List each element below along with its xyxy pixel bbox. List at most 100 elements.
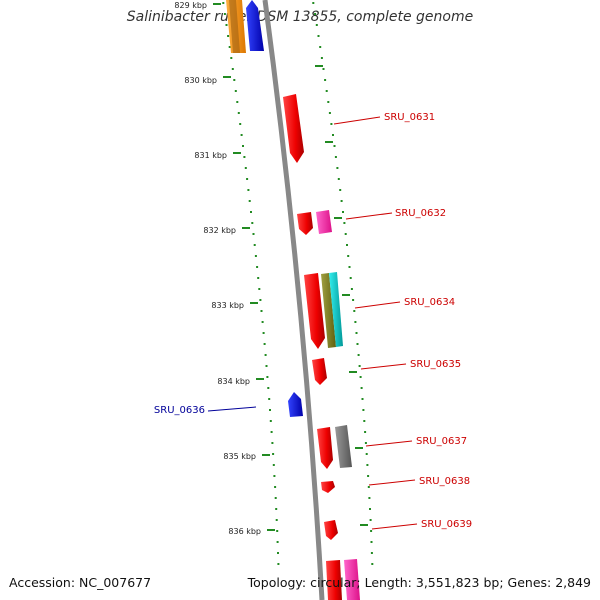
scale-dot	[330, 123, 333, 125]
scale-dot	[359, 376, 362, 378]
gene-label[interactable]: SRU_0638	[419, 476, 470, 487]
genome-backbone	[262, 0, 325, 600]
gene-feature-sru-0631[interactable]	[283, 94, 304, 163]
scale-dot	[344, 233, 347, 235]
scale-dot	[369, 508, 371, 510]
scale-dot	[270, 431, 273, 433]
gene-feature-sru-0636[interactable]	[288, 392, 303, 417]
gene-label[interactable]: SRU_0632	[395, 208, 446, 219]
scale-dot	[364, 431, 367, 433]
scale-dot	[343, 222, 346, 224]
scale-dot	[365, 453, 368, 455]
gene-label[interactable]: SRU_0637	[416, 436, 467, 447]
scale-tick: 835 kbp	[223, 452, 270, 461]
scale-dot	[276, 530, 279, 532]
scale-dot	[324, 79, 327, 81]
scale-dot	[350, 288, 353, 290]
scale-dot	[246, 178, 249, 180]
scale-dot	[275, 519, 278, 521]
scale-dot	[233, 79, 236, 81]
scale-dot	[356, 343, 359, 345]
gene-label[interactable]: SRU_0636	[154, 405, 205, 416]
scale-tick: 834 kbp	[217, 377, 264, 386]
scale-dot	[256, 266, 259, 268]
scale-dot	[240, 134, 243, 136]
scale-dot	[360, 387, 363, 389]
scale-dot	[315, 24, 318, 26]
scale-dot	[265, 365, 268, 367]
scale-dot	[227, 35, 230, 37]
scale-dot	[369, 519, 372, 521]
scale-tick: 829 kbp	[174, 1, 221, 10]
scale-dot	[257, 277, 260, 279]
scale-ticks: 829 kbp 830 kbp 831 kbp 832 kbp 833 kbp …	[174, 1, 275, 536]
scale-dot	[319, 46, 322, 48]
gene-feature[interactable]	[344, 559, 360, 600]
scale-dot	[234, 90, 237, 92]
gene-feature[interactable]	[246, 0, 264, 51]
gene-feature-sru-0639[interactable]	[324, 520, 338, 540]
gene-feature[interactable]	[316, 210, 332, 234]
scale-dot	[274, 497, 277, 499]
scale-dot	[354, 321, 357, 323]
scale-dot	[276, 541, 279, 543]
gene-features	[226, 0, 360, 600]
scale-dot	[361, 398, 364, 400]
scale-dot	[250, 211, 252, 213]
scale-dot	[273, 475, 276, 477]
scale-dot	[366, 464, 369, 466]
scale-dot	[346, 244, 348, 246]
gene-feature[interactable]	[229, 0, 240, 53]
scale-dot	[266, 376, 269, 378]
scale-dot	[269, 420, 272, 422]
scale-dot	[332, 134, 334, 136]
scale-tick-label: 833 kbp	[211, 301, 244, 310]
scale-tick-label: 831 kbp	[194, 151, 227, 160]
scale-dot	[362, 409, 365, 411]
scale-dot	[264, 354, 267, 356]
gene-feature-sru-0632[interactable]	[297, 212, 313, 235]
scale-dot	[358, 365, 361, 367]
gene-feature-sru-0634[interactable]	[304, 273, 325, 349]
scale-dot	[348, 266, 351, 268]
scale-dot	[317, 35, 320, 37]
scale-dot	[355, 332, 358, 334]
gene-feature[interactable]	[329, 272, 343, 347]
scale-dot	[349, 277, 352, 279]
scale-tick: 836 kbp	[228, 527, 275, 536]
scale-dot	[272, 453, 275, 455]
scale-tick: 832 kbp	[203, 226, 250, 235]
gene-feature-sru-0637[interactable]	[317, 427, 333, 469]
scale-dot	[325, 90, 328, 92]
scale-dot	[357, 354, 360, 356]
gene-label[interactable]: SRU_0635	[410, 359, 461, 370]
gene-feature-sru-0635[interactable]	[312, 358, 327, 385]
gene-feature[interactable]	[335, 425, 352, 468]
gene-feature-sru-0638[interactable]	[321, 481, 335, 493]
scale-dot	[268, 398, 271, 400]
scale-dot	[252, 233, 255, 235]
gene-label[interactable]: SRU_0631	[384, 112, 435, 123]
scale-ticks-right	[315, 65, 368, 526]
scale-dot	[352, 299, 355, 301]
scale-dot	[342, 211, 344, 213]
scale-dot	[259, 299, 262, 301]
gene-feature[interactable]	[321, 273, 336, 348]
gene-feature[interactable]	[326, 560, 342, 600]
gene-label[interactable]: SRU_0639	[421, 519, 472, 530]
scale-dot	[367, 475, 370, 477]
scale-dot	[370, 530, 373, 532]
scale-dot	[367, 486, 370, 488]
scale-dots-left	[222, 2, 280, 565]
scale-dot	[237, 112, 240, 114]
scale-dot	[223, 13, 226, 15]
scale-dot	[277, 552, 279, 554]
scale-dot	[258, 288, 261, 290]
scale-dot	[312, 2, 315, 4]
gene-label[interactable]: SRU_0634	[404, 297, 455, 308]
scale-dot	[353, 310, 356, 312]
scale-dot	[267, 387, 270, 389]
scale-tick: 831 kbp	[194, 151, 241, 160]
scale-dot	[277, 563, 280, 565]
